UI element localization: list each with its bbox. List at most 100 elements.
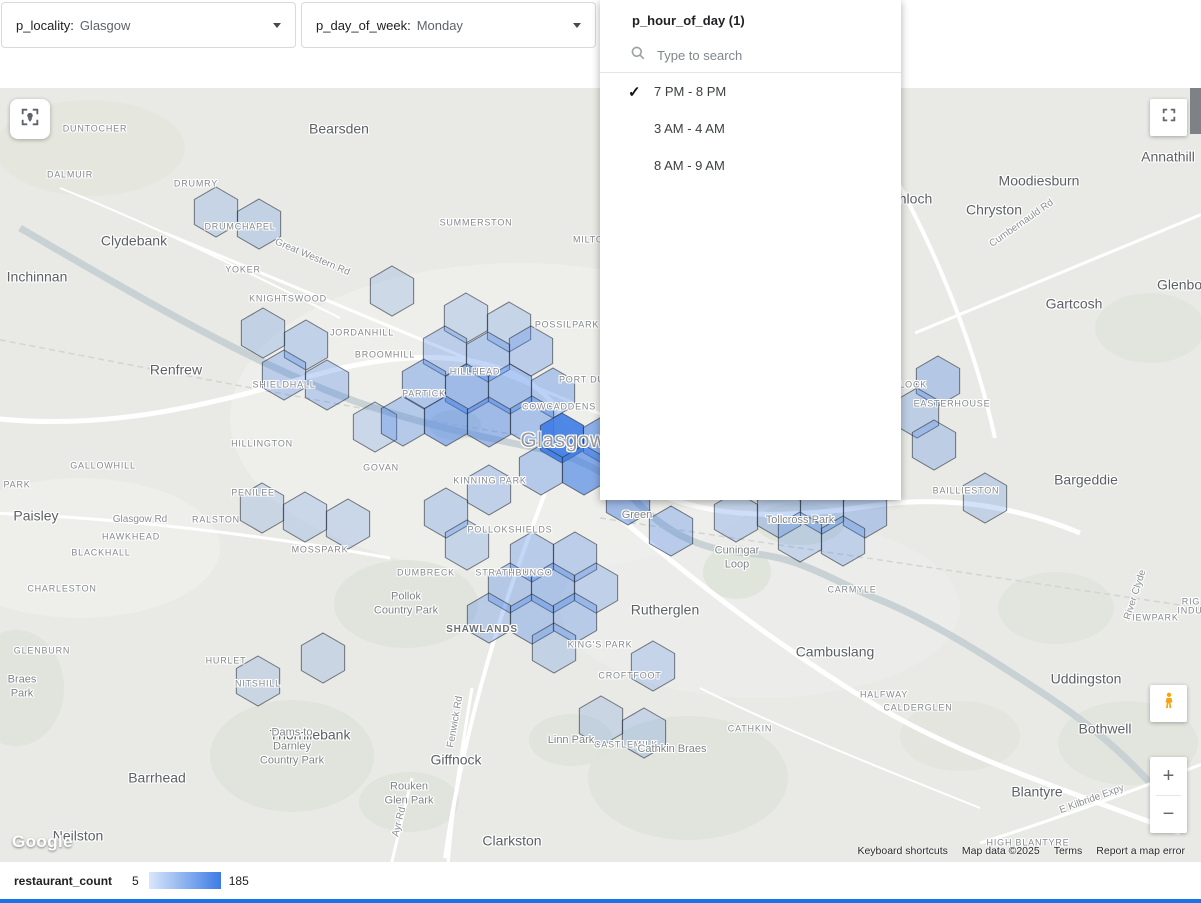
hex-cell bbox=[239, 482, 285, 534]
map-label: Great Western Rd bbox=[273, 236, 352, 279]
dropdown-option[interactable]: 8 AM - 9 AM bbox=[600, 147, 901, 184]
map-label: E Kilbride Expy bbox=[1058, 782, 1126, 817]
hex-cell bbox=[630, 640, 676, 692]
dropdown-search-input[interactable] bbox=[655, 46, 869, 64]
map-label: YOKER bbox=[225, 264, 261, 275]
map-label: Giffnock bbox=[430, 751, 482, 768]
dropdown-title: p_hour_of_day (1) bbox=[632, 13, 745, 28]
map-label: INDU bbox=[1177, 605, 1201, 616]
map-label: Cathkin Braes bbox=[637, 743, 707, 756]
dropdown-options: ✓ 7 PM - 8 PM 3 AM - 4 AM 8 AM - 9 AM bbox=[600, 73, 901, 184]
zoom-in-button[interactable]: + bbox=[1162, 764, 1175, 787]
map-label: CROFTFOOT bbox=[598, 670, 662, 681]
map-label: DUNTOCHER bbox=[62, 123, 128, 134]
map-label: Clarkston bbox=[482, 832, 542, 849]
recenter-button[interactable] bbox=[10, 99, 50, 139]
map-label: PARTICK bbox=[402, 388, 446, 399]
locality-filter[interactable]: p_locality: Glasgow bbox=[1, 2, 296, 48]
dropdown-search-row bbox=[600, 38, 901, 73]
dropdown-option-label: 3 AM - 4 AM bbox=[654, 121, 725, 136]
map-label: Bargeddie bbox=[1054, 471, 1118, 488]
map-label: BAILLIESTON bbox=[932, 485, 1000, 496]
dropdown-option[interactable]: ✓ 7 PM - 8 PM bbox=[600, 73, 901, 110]
map-label: CARMYLE bbox=[827, 584, 877, 595]
hex-cell bbox=[325, 498, 371, 550]
keyboard-shortcuts-link[interactable]: Keyboard shortcuts bbox=[857, 845, 948, 857]
map-label: Moodiesburn bbox=[998, 172, 1080, 189]
map-label: Fenwick Rd bbox=[445, 695, 466, 749]
map-label: Paisley bbox=[13, 507, 59, 524]
map-label: BLACKHALL bbox=[71, 547, 131, 558]
day-filter-value: Monday bbox=[416, 17, 463, 33]
map-label: CALDERGLEN bbox=[883, 702, 953, 713]
zoom-divider bbox=[1156, 794, 1181, 796]
hex-cell bbox=[422, 325, 468, 377]
fullscreen-button[interactable] bbox=[1150, 99, 1187, 136]
hex-cell bbox=[777, 511, 823, 563]
dropdown-option-label: 7 PM - 8 PM bbox=[654, 84, 727, 99]
zoom-out-button[interactable]: − bbox=[1162, 802, 1175, 825]
hour-of-day-dropdown-panel: p_hour_of_day (1) ✓ 7 PM - 8 PM 3 AM - 4 A… bbox=[600, 0, 901, 500]
map-label: Pollok Country Park bbox=[373, 590, 439, 616]
hex-cell bbox=[300, 632, 346, 684]
map-label: Renfrew bbox=[149, 361, 203, 378]
map-label: HALFWAY bbox=[859, 689, 909, 700]
map-label: DRUMRY bbox=[173, 178, 219, 189]
map-label: Annathill bbox=[1141, 148, 1195, 165]
map-label: E PARK bbox=[3, 479, 31, 490]
map-label: HILLINGTON bbox=[231, 438, 293, 449]
hex-cell bbox=[236, 198, 282, 250]
hex-cell bbox=[466, 592, 512, 644]
scrollbar-thumb[interactable] bbox=[1190, 88, 1201, 134]
map-label: Rutherglen bbox=[630, 601, 700, 618]
hex-cell bbox=[621, 707, 667, 759]
map-label: POSSILPARK bbox=[534, 319, 600, 330]
zoom-control: + − bbox=[1150, 757, 1187, 833]
map-label: Rouken Glen Park bbox=[384, 780, 434, 806]
map-label: Chryston bbox=[965, 201, 1023, 218]
map-label: EASTERHOUSE bbox=[913, 398, 991, 409]
map-label: Ayr Rd bbox=[390, 805, 409, 838]
map-label: POLLOKSHIELDS bbox=[467, 524, 553, 535]
map-label: COWCADDENS bbox=[521, 401, 597, 412]
chevron-down-icon bbox=[573, 22, 581, 28]
map-label: DRUMCHAPEL bbox=[204, 221, 276, 232]
map-label: RALSTON bbox=[192, 514, 240, 525]
hex-cell bbox=[240, 307, 286, 359]
terms-link[interactable]: Terms bbox=[1053, 845, 1083, 857]
map-label: JORDANHILL bbox=[329, 327, 395, 338]
pegman-button[interactable] bbox=[1150, 685, 1187, 722]
hex-cell bbox=[443, 292, 489, 344]
locality-filter-label: p_locality: bbox=[16, 17, 74, 33]
hex-cell bbox=[578, 695, 624, 747]
map-label: Tollcross Park bbox=[765, 514, 835, 527]
day-of-week-filter[interactable]: p_day_of_week: Monday bbox=[301, 2, 596, 48]
google-logo: Google bbox=[12, 832, 73, 851]
locality-filter-value: Glasgow bbox=[79, 17, 131, 33]
map-label: KING'S PARK bbox=[567, 639, 633, 650]
map-label: SHIELDHALL bbox=[252, 379, 316, 390]
map-label: Blantyre bbox=[1011, 783, 1063, 800]
hex-cell bbox=[531, 622, 577, 674]
map-label: HAWKHEAD bbox=[101, 531, 161, 542]
map-label: SUMMERSTON bbox=[439, 217, 513, 228]
map-label: Inchinnan bbox=[6, 268, 68, 285]
map-label: BROOMHILL bbox=[354, 349, 416, 360]
hex-cell bbox=[911, 419, 957, 471]
map-label: HURLET bbox=[205, 655, 247, 666]
map-label: Bothwell bbox=[1078, 720, 1132, 737]
map-label: DUMBRECK bbox=[397, 567, 455, 578]
map-label: Gartcosh bbox=[1045, 295, 1103, 312]
map-label: Cambuslang bbox=[795, 643, 875, 660]
dropdown-option[interactable]: 3 AM - 4 AM bbox=[600, 110, 901, 147]
hex-cell bbox=[466, 464, 512, 516]
map-label: Dams to Darnley Country Park bbox=[259, 726, 325, 766]
map-label: RIG bbox=[1181, 596, 1201, 607]
hex-cell bbox=[444, 519, 490, 571]
hex-cell bbox=[304, 359, 350, 411]
report-map-error-link[interactable]: Report a map error bbox=[1096, 845, 1185, 857]
hex-cell bbox=[962, 472, 1008, 524]
map-label: Glasgow Rd bbox=[112, 513, 168, 525]
map-label: CHARLESTON bbox=[27, 583, 97, 594]
legend-field-name: restaurant_count bbox=[14, 873, 113, 888]
